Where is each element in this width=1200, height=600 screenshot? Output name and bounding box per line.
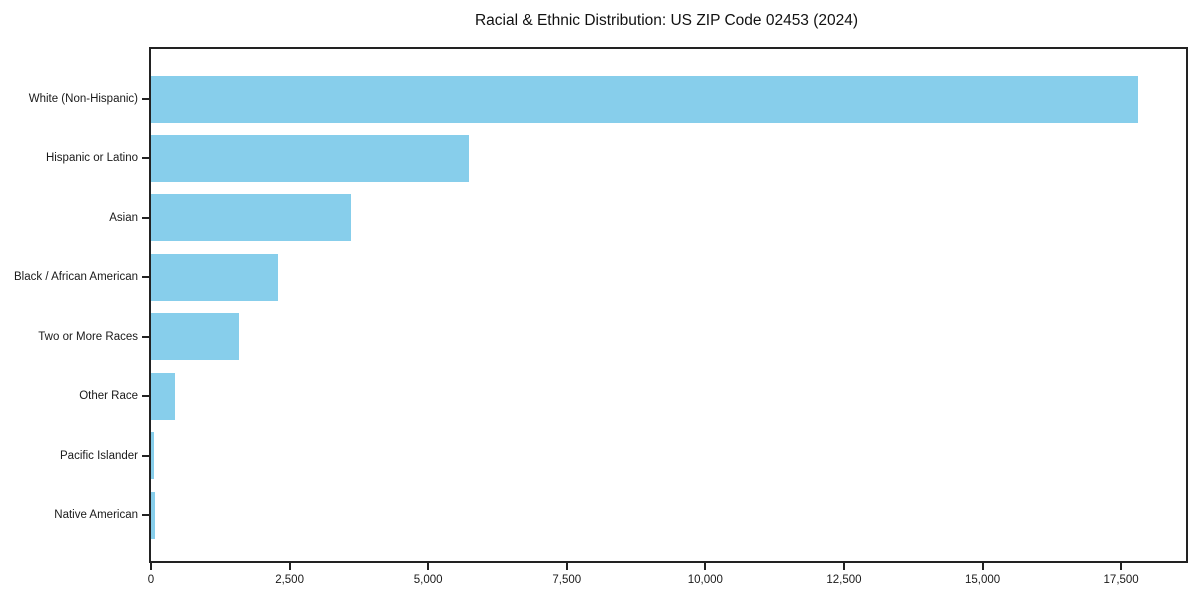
x-tick-mark — [288, 563, 291, 570]
x-tick-mark — [842, 563, 845, 570]
chart-title: Racial & Ethnic Distribution: US ZIP Cod… — [474, 12, 859, 29]
bar-native-american — [151, 491, 155, 539]
y-tick-label-asian: Asian — [109, 211, 138, 224]
x-tick-label-5000: 5,000 — [413, 574, 443, 586]
y-tick-label-white-non-hispanic: White (Non-Hispanic) — [28, 93, 138, 105]
x-tick-label-12500: 12,500 — [826, 574, 862, 586]
y-tick-mark — [142, 276, 149, 279]
y-tick-mark — [142, 98, 149, 100]
bar-hispanic-or-latino — [151, 134, 469, 182]
y-tick-label-hispanic-or-latino: Hispanic or Latino — [45, 152, 138, 165]
bar-white-non-hispanic — [151, 75, 1138, 123]
y-tick-label-black-african-american: Black / African American — [14, 271, 138, 284]
x-tick-label-0: 0 — [147, 574, 155, 586]
y-tick-label-pacific-islander: Pacific Islander — [60, 449, 138, 462]
y-tick-mark — [142, 216, 149, 219]
bar-black-african-american — [151, 253, 278, 301]
y-tick-mark — [142, 454, 149, 457]
x-tick-label-2500: 2,500 — [275, 574, 304, 586]
x-tick-label-10000: 10,000 — [687, 574, 723, 586]
x-tick-label-17500: 17,500 — [1103, 574, 1139, 586]
bar-two-or-more-races — [151, 313, 239, 361]
x-tick-mark — [1120, 563, 1123, 570]
x-tick-mark — [981, 563, 984, 570]
x-tick-mark — [150, 563, 152, 570]
x-tick-mark — [704, 563, 707, 570]
y-tick-label-other-race: Other Race — [79, 390, 138, 403]
bar-pacific-islander — [151, 432, 155, 480]
plot-area: White (Non-Hispanic) Hispanic or Latino As… — [14, 47, 1188, 586]
y-tick-mark — [142, 335, 149, 338]
bar-asian — [151, 194, 351, 242]
y-tick-label-native-american: Native American — [54, 509, 138, 521]
x-tick-mark — [427, 563, 430, 570]
y-tick-mark — [142, 514, 149, 516]
y-tick-mark — [142, 157, 149, 160]
bar-other-race — [151, 372, 175, 420]
x-tick-mark — [565, 563, 568, 570]
x-tick-label-15000: 15,000 — [964, 574, 1001, 586]
y-tick-label-two-or-more-races: Two or More Races — [38, 330, 138, 343]
y-tick-mark — [142, 395, 149, 398]
x-tick-label-7500: 7,500 — [552, 574, 582, 586]
